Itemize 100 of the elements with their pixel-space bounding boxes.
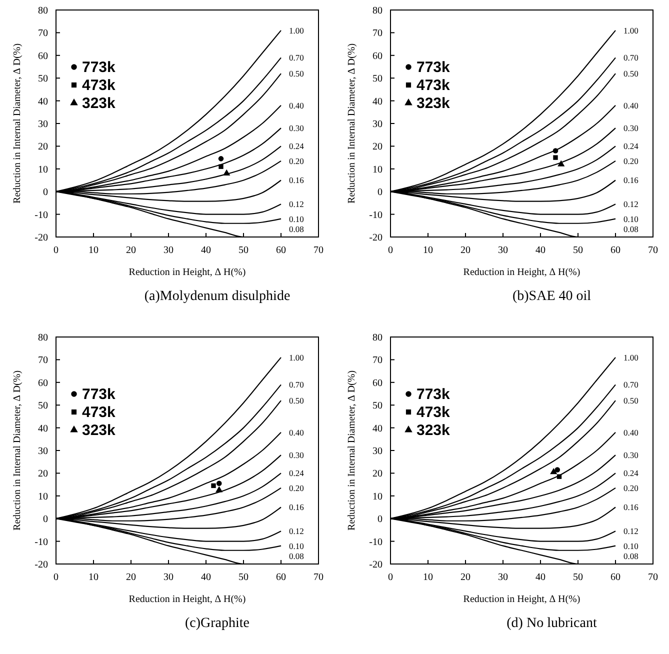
x-axis-title: Reduction in Height, ∆ H(%)	[128, 594, 246, 605]
x-tick-label: 40	[201, 572, 211, 583]
x-tick-label: 70	[648, 245, 658, 256]
y-tick-label: 40	[38, 423, 48, 434]
series-label: 0.24	[624, 141, 640, 152]
series-label: 0.12	[289, 526, 304, 536]
y-tick-label: 10	[372, 491, 382, 502]
legend-label: 323k	[82, 422, 116, 439]
x-tick-label: 30	[164, 245, 174, 256]
y-tick-label: 10	[38, 164, 48, 176]
x-tick-label: 60	[276, 572, 286, 583]
x-tick-label: 30	[498, 245, 508, 256]
legend-label: 323k	[82, 95, 116, 112]
series-label: 1.00	[289, 352, 304, 362]
y-tick-label: 60	[38, 378, 48, 389]
x-tick-label: 30	[498, 572, 508, 583]
y-tick-label: 30	[372, 446, 382, 457]
x-tick-label: 10	[423, 245, 433, 256]
legend-label: 773k	[416, 59, 451, 76]
x-tick-label: 20	[460, 572, 470, 583]
series-label: 0.08	[624, 550, 638, 561]
y-tick-label: 50	[372, 74, 382, 85]
series-label: 0.70	[624, 52, 638, 63]
series-label: 0.40	[289, 427, 304, 438]
x-tick-label: 0	[388, 572, 393, 583]
x-tick-label: 20	[126, 572, 136, 583]
legend-label: 473k	[82, 77, 116, 94]
y-tick-label: 60	[38, 50, 48, 62]
x-tick-label: 70	[314, 572, 324, 583]
x-tick-label: 10	[423, 572, 433, 583]
x-tick-label: 40	[201, 245, 211, 256]
y-tick-label: 60	[372, 378, 382, 389]
y-tick-label: 10	[38, 491, 48, 502]
series-label: 0.30	[624, 123, 638, 134]
y-tick-label: 30	[38, 119, 48, 130]
legend-label: 473k	[82, 404, 116, 421]
legend-label: 323k	[416, 422, 451, 439]
x-tick-label: 10	[88, 572, 98, 583]
text: (a)Molydenum disulphide	[144, 289, 290, 304]
y-tick-label: 70	[372, 28, 382, 40]
y-tick-label: -10	[369, 210, 382, 221]
legend-label: 773k	[82, 59, 116, 76]
text: (b)SAE 40 oil	[512, 289, 592, 304]
x-tick-label: 40	[536, 572, 546, 583]
y-axis-title: Reduction in Internal Diameter, ∆ D(%)	[346, 370, 358, 531]
y-tick-label: 30	[372, 119, 382, 130]
series-label: 0.20	[624, 156, 638, 166]
series-label: 1.00	[624, 352, 638, 362]
legend-label: 473k	[416, 404, 451, 421]
y-tick-label: 80	[372, 332, 382, 344]
y-tick-label: 40	[38, 96, 48, 108]
series-label: 0.24	[289, 468, 305, 478]
y-tick-label: 0	[43, 514, 48, 526]
series-label: 0.16	[289, 502, 304, 512]
y-tick-label: 70	[38, 355, 48, 366]
series-label: 0.50	[289, 396, 304, 406]
x-tick-label: 50	[573, 245, 583, 256]
series-label: 0.20	[624, 482, 638, 493]
x-tick-label: 50	[238, 572, 248, 583]
x-tick-label: 10	[88, 245, 98, 256]
y-tick-label: 70	[38, 28, 48, 40]
x-axis-title: Reduction in Height, ∆ H(%)	[463, 594, 580, 605]
y-tick-label: 0	[378, 514, 382, 526]
y-tick-label: 20	[38, 142, 48, 153]
x-tick-label: 20	[126, 245, 136, 256]
x-tick-label: 40	[536, 245, 546, 256]
series-label: 0.12	[624, 526, 638, 536]
x-tick-label: 30	[164, 572, 174, 583]
x-tick-label: 70	[648, 572, 658, 583]
y-tick-label: -10	[34, 210, 48, 221]
y-tick-label: 80	[38, 6, 48, 16]
x-tick-label: 50	[573, 572, 583, 583]
y-tick-label: 30	[38, 446, 48, 457]
series-label: 0.12	[289, 199, 304, 210]
series-label: 0.08	[289, 550, 304, 561]
series-label: 0.16	[624, 175, 638, 186]
x-tick-label: 60	[610, 245, 620, 256]
series-label: 0.30	[624, 450, 638, 460]
x-tick-label: 20	[460, 245, 470, 256]
y-tick-label: 10	[372, 164, 382, 176]
series-label: 0.70	[289, 380, 304, 390]
series-label: 0.50	[624, 68, 638, 79]
y-axis-title: Reduction in Internal Diameter, ∆ D(%)	[12, 43, 23, 204]
series-label: 0.30	[289, 123, 304, 134]
series-label: 0.40	[289, 100, 304, 110]
legend-label: 473k	[416, 77, 451, 94]
x-tick-label: 0	[54, 572, 58, 583]
x-tick-label: 60	[276, 245, 286, 256]
series-label: 0.40	[624, 100, 638, 110]
y-tick-label: 50	[38, 74, 48, 85]
series-label: 1.00	[289, 25, 304, 36]
x-axis-title: Reduction in Height, ∆ H(%)	[463, 267, 580, 278]
y-tick-label: -20	[369, 560, 382, 570]
y-tick-label: -10	[34, 536, 48, 548]
x-tick-label: 70	[314, 245, 324, 256]
y-tick-label: 80	[372, 6, 382, 16]
series-label: 0.12	[624, 199, 638, 210]
y-tick-label: 70	[372, 355, 382, 366]
text: (d) No lubricant	[506, 616, 597, 631]
series-label: 0.10	[289, 540, 304, 551]
